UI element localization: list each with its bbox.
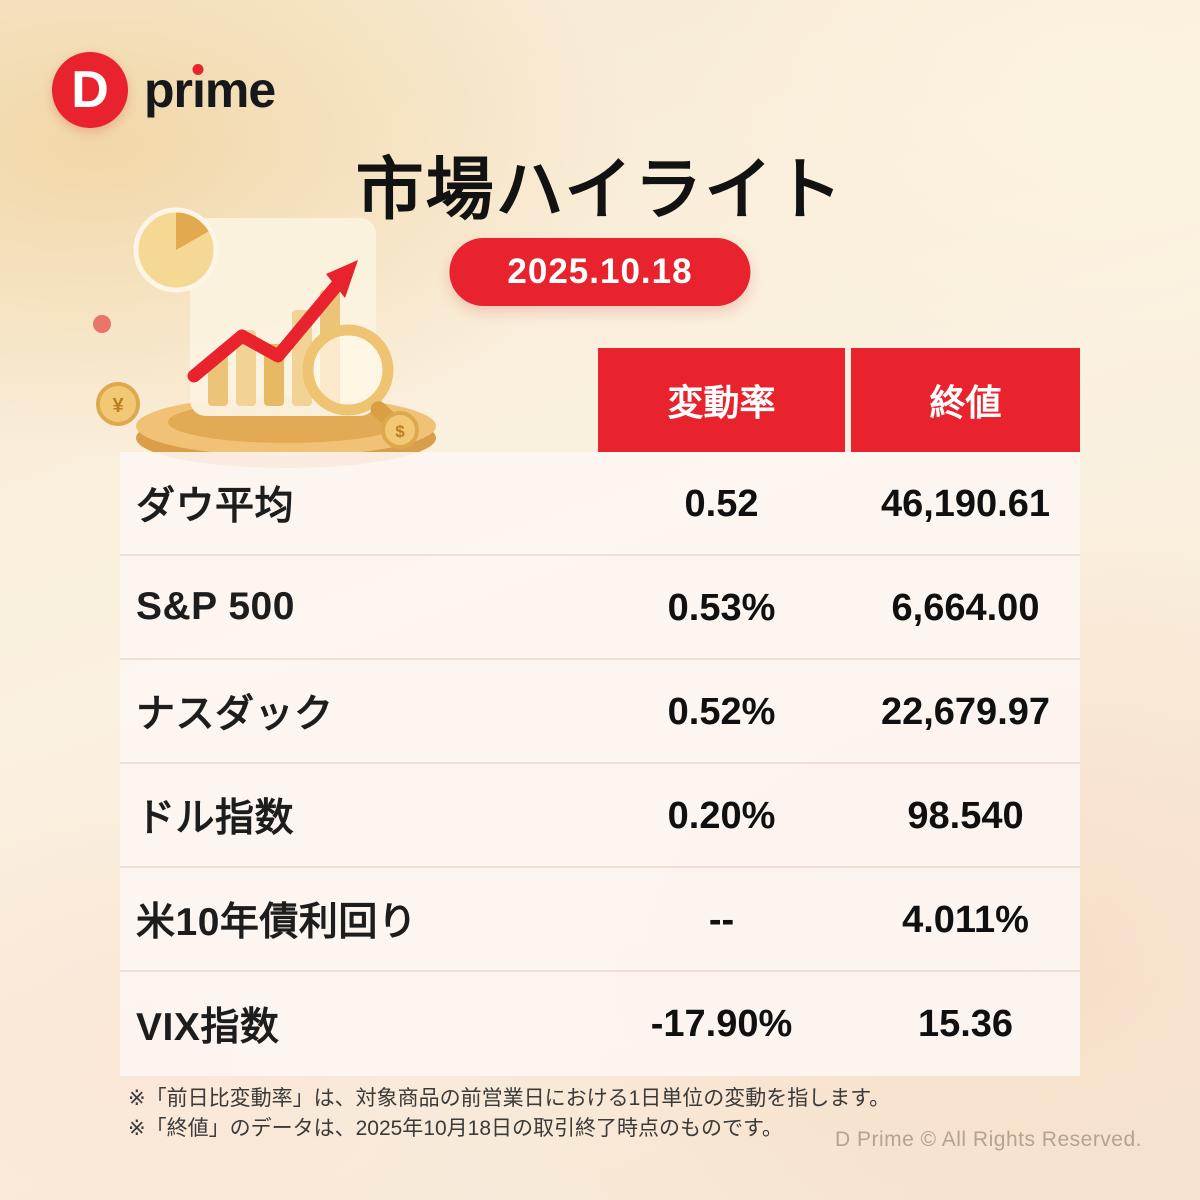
- close-value: 98.540: [907, 794, 1024, 837]
- footnotes: ※「前日比変動率」は、対象商品の前営業日における1日単位の変動を指します。 ※「…: [128, 1084, 890, 1145]
- change-value: 0.52%: [667, 690, 776, 733]
- change-value: -17.90%: [650, 1002, 793, 1045]
- splash-dot-icon: [93, 315, 111, 333]
- brand-d-icon: D: [52, 52, 128, 128]
- coin-yen-icon: ¥: [96, 382, 140, 426]
- close-value: 4.011%: [902, 898, 1029, 941]
- table-row: ダウ平均 0.52 46,190.61: [120, 452, 1080, 556]
- table-row: ナスダック 0.52% 22,679.97: [120, 660, 1080, 764]
- row-label: ダウ平均: [136, 485, 295, 528]
- row-label: 米10年債利回り: [136, 901, 418, 944]
- close-value: 6,664.00: [891, 586, 1040, 629]
- page-title: 市場ハイライト: [355, 152, 845, 228]
- row-label: S&P 500: [136, 585, 295, 628]
- market-table: ダウ平均 0.52 46,190.61 S&P 500 0.53% 6,664.…: [120, 452, 1080, 1076]
- svg-text:$: $: [395, 422, 405, 441]
- column-header-change: 変動率: [598, 348, 845, 452]
- change-value: 0.20%: [667, 794, 776, 837]
- change-value: 0.53%: [667, 586, 776, 629]
- brand-name-post: me: [204, 62, 276, 118]
- coin-dollar-icon: $: [381, 411, 419, 449]
- date-badge: 2025.10.18: [449, 238, 751, 306]
- table-row: 米10年債利回り -- 4.011%: [120, 868, 1080, 972]
- market-illustration-graphic: ¥ $: [93, 207, 436, 468]
- close-value: 15.36: [917, 1002, 1014, 1045]
- svg-text:¥: ¥: [112, 395, 124, 417]
- row-label: ナスダック: [136, 693, 334, 736]
- row-label: ドル指数: [136, 797, 295, 840]
- footnote-line: ※「終値」のデータは、2025年10月18日の取引終了時点のものです。: [128, 1117, 783, 1141]
- trend-arrow-icon: [187, 260, 358, 383]
- table-row: ドル指数 0.20% 98.540: [120, 764, 1080, 868]
- table-row: VIX指数 -17.90% 15.36: [120, 972, 1080, 1076]
- close-value: 46,190.61: [880, 482, 1051, 525]
- brand-logo: D pr ı me: [52, 52, 276, 128]
- close-value: 22,679.97: [880, 690, 1051, 733]
- table-row: S&P 500 0.53% 6,664.00: [120, 556, 1080, 660]
- pie-chart-icon: [133, 207, 219, 293]
- change-value: --: [708, 898, 735, 941]
- column-header-close: 終値: [851, 348, 1080, 452]
- row-label: VIX指数: [136, 1006, 280, 1049]
- brand-name: pr ı me: [144, 61, 276, 119]
- brand-name-pre: pr: [144, 62, 193, 118]
- copyright-text: D Prime © All Rights Reserved.: [834, 1128, 1142, 1151]
- change-value: 0.52: [684, 482, 759, 525]
- brand-name-i: ı: [192, 62, 206, 118]
- market-illustration: ¥ $: [88, 202, 473, 474]
- footnote-line: ※「前日比変動率」は、対象商品の前営業日における1日単位の変動を指します。: [128, 1087, 891, 1110]
